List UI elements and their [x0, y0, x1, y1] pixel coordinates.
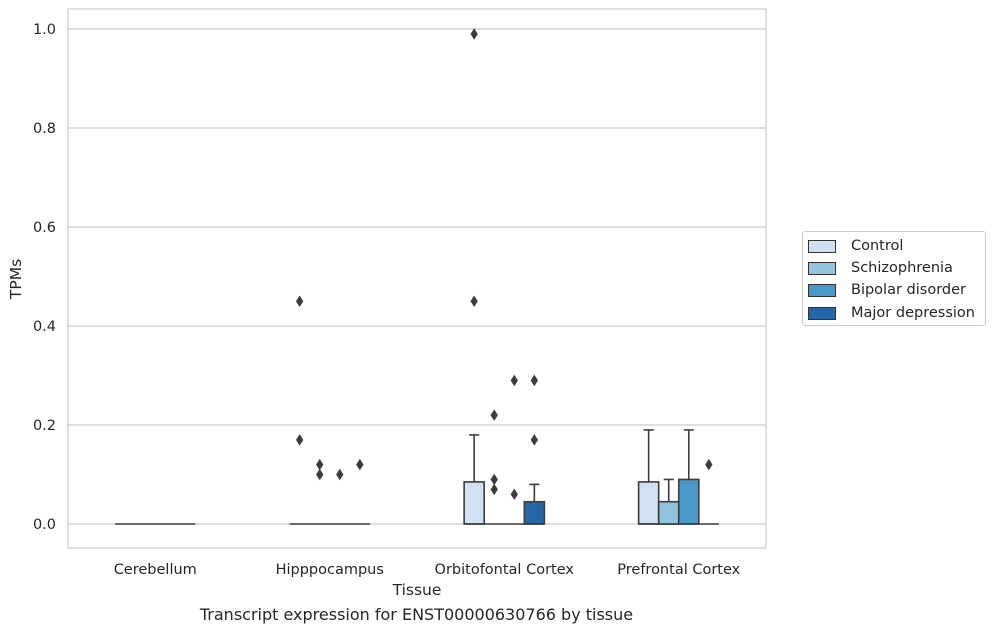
outlier-point [295, 434, 304, 446]
x-tick-label: Hipppocampus [276, 562, 384, 578]
outlier-point [490, 473, 498, 486]
legend-item-schizophrenia: Schizophrenia [808, 259, 953, 277]
legend-swatch-control [808, 239, 836, 253]
y-tick-label: 0.8 [33, 121, 56, 137]
y-tick-label: 1.0 [33, 22, 56, 38]
outlier-point [336, 468, 344, 481]
legend-label-bipolar-disorder: Bipolar disorder [851, 282, 966, 298]
chart-caption: Transcript expression for ENST0000063076… [199, 605, 634, 624]
y-axis-title: TPMs [7, 259, 25, 300]
legend-label-schizophrenia: Schizophrenia [851, 260, 953, 276]
box [637, 481, 660, 525]
outlier-point [316, 468, 324, 481]
legend-label-major-depression: Major depression [851, 305, 975, 321]
box [463, 481, 485, 525]
outlier-point [470, 295, 478, 307]
plot-frame [67, 8, 767, 549]
box [523, 500, 546, 525]
outlier-point [490, 409, 498, 421]
box [677, 478, 700, 525]
grid-lines [68, 28, 766, 525]
legend-swatch-schizophrenia [808, 261, 836, 275]
y-tick-label: 0.2 [33, 418, 56, 434]
outlier-point [510, 374, 518, 387]
y-tick-label: 0.0 [33, 517, 56, 533]
outlier-point [530, 374, 539, 387]
outlier-point [356, 458, 364, 471]
y-tick-label: 0.4 [33, 319, 56, 335]
boxes [115, 28, 719, 525]
legend-label-control: Control [851, 238, 904, 254]
legend-swatch-bipolar-disorder [808, 283, 836, 297]
outlier-point [470, 28, 478, 40]
x-tick-label: Orbitofontal Cortex [435, 562, 575, 578]
y-tick-label: 0.6 [33, 220, 56, 236]
x-axis-ticks: Cerebellum Hipppocampus Orbitofontal Corte… [114, 562, 741, 578]
x-axis-title: Tissue [392, 581, 442, 599]
box [657, 500, 680, 525]
outlier-point [530, 434, 539, 446]
x-tick-label: Cerebellum [114, 562, 197, 578]
legend-swatch-major-depression [808, 306, 836, 320]
legend-item-bipolar-disorder: Bipolar disorder [808, 281, 966, 299]
x-tick-label: Prefrontal Cortex [617, 562, 740, 578]
legend-item-major-depression: Major depression [808, 304, 975, 322]
outlier-point [705, 458, 713, 471]
legend: Control Schizophrenia Bipolar disorder M… [802, 231, 986, 326]
outlier-point [510, 488, 518, 501]
outlier-point [295, 295, 304, 307]
y-axis-ticks: 0.0 0.2 0.4 0.6 0.8 1.0 [33, 22, 56, 533]
legend-item-control: Control [808, 237, 903, 255]
outlier-point [316, 458, 324, 471]
outlier-point [490, 483, 498, 496]
